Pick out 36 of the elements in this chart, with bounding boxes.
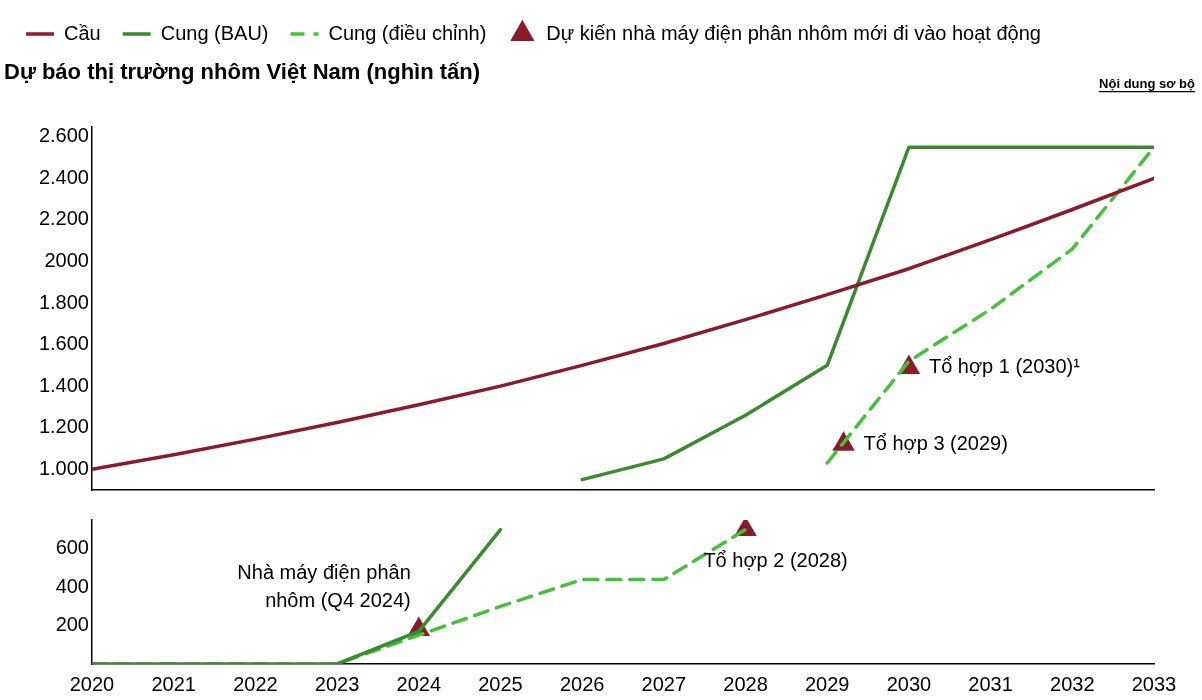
annotation: Nhà máy điện phân nhôm (Q4 2024): [237, 560, 411, 611]
x-tick-label: 2030: [886, 672, 932, 695]
y-tick-label: 1.600: [38, 332, 89, 355]
y-tick-label: 200: [55, 613, 89, 636]
y-tick-label: 2.200: [38, 207, 89, 230]
x-tick-label: 2025: [478, 672, 523, 695]
x-tick-label: 2024: [396, 672, 442, 695]
x-tick-label: 2029: [804, 672, 850, 695]
y-tick-label: 2.400: [38, 165, 89, 188]
x-tick-label: 2032: [1050, 672, 1095, 695]
annotation: Tổ hợp 2 (2028): [703, 549, 848, 572]
y-tick-label: 2000: [44, 248, 89, 271]
legend-label: Cung (BAU): [160, 21, 269, 44]
x-tick-label: 2021: [151, 672, 196, 695]
x-tick-label: 2033: [1131, 672, 1177, 695]
y-tick-label: 2.600: [38, 124, 89, 147]
x-tick-label: 2031: [968, 672, 1013, 695]
text: Nội dung sơ bộ: [1099, 76, 1196, 91]
y-tick-label: 1.200: [38, 415, 89, 438]
legend-label: Cung (điều chỉnh): [328, 21, 487, 44]
y-tick-label: 400: [55, 574, 89, 597]
legend-label: Cầu: [64, 21, 101, 44]
y-tick-label: 1.400: [38, 373, 89, 396]
legend-label: Dự kiến nhà máy điện phân nhôm mới đi vào hoạt động: [546, 21, 1041, 44]
x-tick-label: 2023: [314, 672, 360, 695]
x-tick-label: 2020: [69, 672, 115, 695]
x-tick-label: 2028: [723, 672, 768, 695]
x-tick-label: 2022: [233, 672, 278, 695]
x-tick-label: 2027: [641, 672, 687, 695]
y-tick-label: 600: [55, 536, 89, 559]
annotation: Tổ hợp 1 (2030)¹: [928, 354, 1081, 377]
annotation: Tổ hợp 3 (2029): [863, 431, 1008, 454]
x-tick-label: 2026: [559, 672, 605, 695]
chart-title: Dự báo thị trường nhôm Việt Nam (nghìn tấn): [4, 59, 481, 85]
y-tick-label: 1.800: [38, 290, 89, 313]
y-tick-label: 1.000: [38, 456, 89, 479]
